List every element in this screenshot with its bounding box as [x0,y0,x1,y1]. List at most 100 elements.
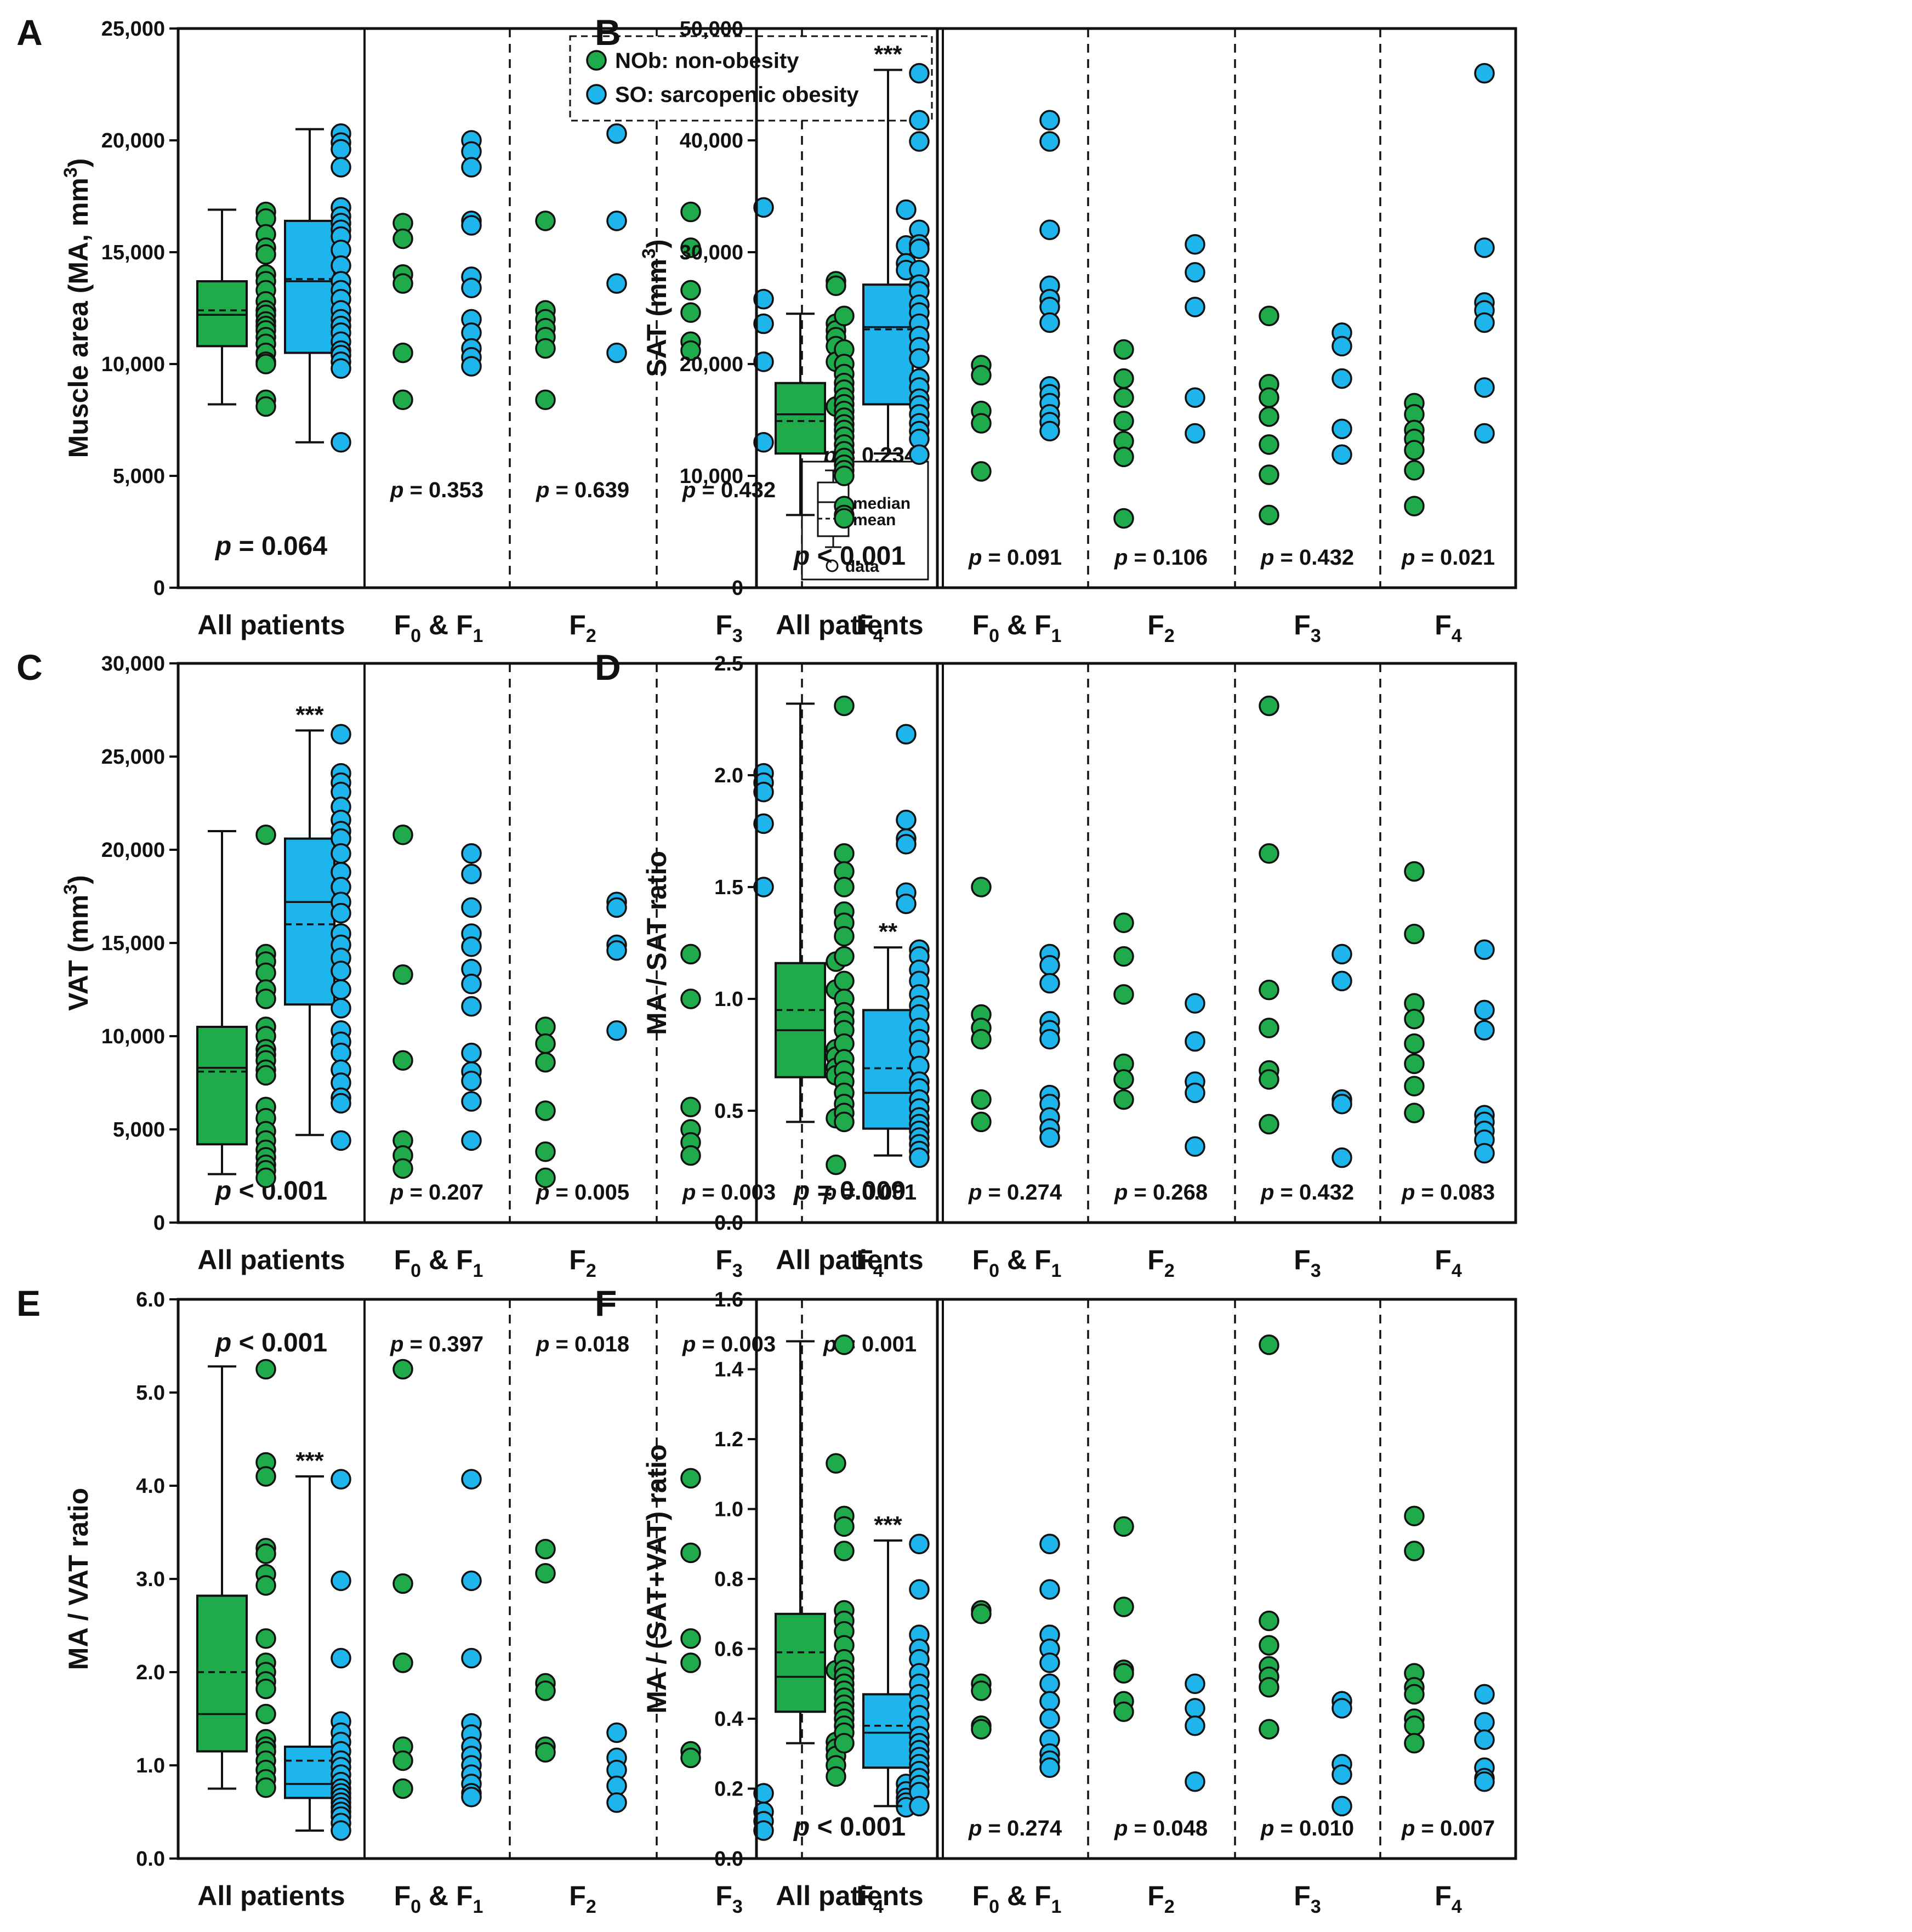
y-axis-label: VAT (mm3) [60,875,94,1011]
point-so [461,863,482,884]
point-nob [1259,1069,1279,1090]
point-nob [1113,1089,1134,1110]
point-nob [1259,843,1279,864]
point-nob [971,365,992,386]
p-symbol: p [390,1180,403,1204]
x-group-letter: F [1294,1880,1311,1911]
point-so [461,843,482,864]
point-nob [680,280,701,301]
p-value-text: = 0.083 [1415,1180,1495,1204]
point-so [331,139,351,160]
y-tick-label: 2.0 [714,764,743,787]
x-group-label: F2 [1147,1880,1174,1917]
x-group-subscript: 0 [411,1896,421,1917]
point-so [896,199,917,220]
point-nob [392,1573,413,1594]
point-nob [680,1145,701,1166]
y-tick-label: 4.0 [136,1475,165,1498]
point-so [753,288,774,310]
point-nob [255,1777,276,1798]
p-value-text: = 0.432 [696,478,776,502]
point-nob [834,843,855,864]
panel-f: 0.0 0.2 0.4 0.6 0.8 1.0 1.2 1.4 1.6 MA / (SAT+VAT… [595,1283,1517,1917]
x-group-amp: & F [999,1245,1051,1275]
y-axis-label: MA / VAT ratio [63,1488,94,1670]
x-group-label: F4 [856,610,884,646]
p-value: p = 0.083 [1401,1180,1495,1204]
y-tick-label: 1.0 [714,988,743,1011]
point-nob [255,1628,276,1649]
y-tick-label: 2.0 [136,1661,165,1684]
point-so [896,893,917,914]
point-nob [392,1158,413,1179]
point-nob [1113,1701,1134,1722]
p-value-text: = 0.001 [836,1180,917,1204]
y-tick-label: 25,000 [101,746,165,769]
point-nob [1259,695,1279,717]
point-so [1039,131,1060,152]
point-nob [255,1167,276,1189]
p-value-text: < 0.001 [231,1328,327,1357]
point-nob [1113,1596,1134,1617]
point-nob [971,1604,992,1624]
p-value: p = 0.639 [536,478,629,502]
p-symbol: p [793,1812,810,1842]
point-so [461,356,482,377]
point-nob [1404,1505,1425,1526]
point-so [909,131,930,152]
panel-letter: A [16,12,43,53]
p-value-text: = 0.432 [1274,1180,1354,1204]
point-so [909,1579,930,1600]
point-nob [1259,504,1279,526]
y-tick-label: 0.4 [714,1708,743,1731]
plot-frame [755,1298,1517,1860]
point-so [461,1647,482,1669]
point-so [1331,1795,1352,1817]
point-nob [1404,1033,1425,1054]
p-value: p = 0.397 [390,1332,483,1356]
point-nob [392,1778,413,1799]
p-value-text: < 0.001 [810,542,906,571]
point-so [1474,1771,1495,1792]
p-value: p = 0.003 [682,1180,776,1204]
p-symbol: p [1401,1816,1415,1840]
point-so [331,998,351,1019]
box-nob-box [775,1612,826,1713]
p-symbol: p [1260,545,1274,570]
p-symbol: p [793,1177,810,1206]
p-value-text: < 0.001 [810,1812,906,1842]
key-mean-label: mean [853,511,896,529]
x-group-letter: F [394,1880,411,1911]
y-tick-label: 10,000 [680,465,743,488]
plot-frame [755,662,1517,1224]
p-value-text: = 0.274 [982,1180,1062,1204]
x-group-label: All patients [776,1880,923,1911]
y-tick-label: 20,000 [101,839,165,862]
point-so [1331,1698,1352,1719]
y-tick-label: 0.5 [714,1100,743,1123]
point-nob [1404,496,1425,516]
y-tick-label: 2.5 [714,652,743,675]
point-so [1474,1712,1495,1733]
p-value: p = 0.274 [968,1180,1062,1204]
point-so [1039,1533,1060,1554]
x-group-letter: F [1147,1880,1164,1911]
point-so [331,902,351,924]
point-nob [535,1742,556,1763]
p-symbol: p [682,1332,696,1356]
y-tick-label: 5,000 [113,465,165,488]
point-so [1039,1708,1060,1729]
x-group-label: F2 [1147,1245,1174,1281]
point-so [909,1147,930,1168]
y-tick-label: 30,000 [101,652,165,675]
legend-marker-so [586,84,607,105]
point-so [1474,1020,1495,1041]
p-symbol: p [214,1177,231,1206]
box-so-box [284,219,335,354]
point-so [1185,234,1205,255]
x-group-letter: F [394,1245,411,1275]
significance-stars: *** [874,41,902,67]
p-value: p = 0.018 [536,1332,629,1356]
point-nob [255,1575,276,1596]
x-group-letter: F [856,610,873,640]
